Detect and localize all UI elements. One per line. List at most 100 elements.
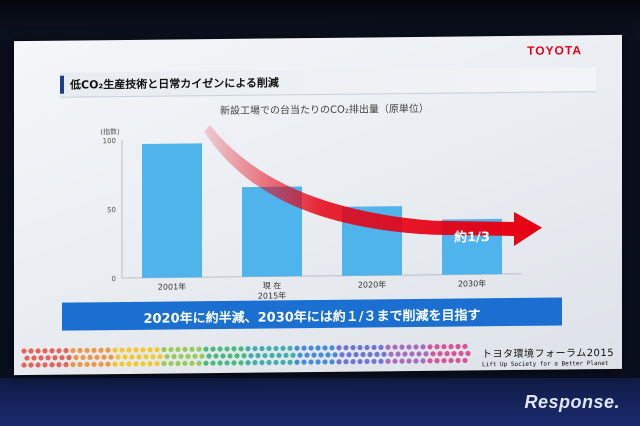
footer-dot: [234, 353, 240, 359]
footer-dot: [115, 354, 121, 360]
bar-1: [142, 143, 202, 278]
footer-dot: [140, 347, 146, 353]
footer-dot: [80, 354, 86, 361]
footer-dot: [269, 352, 275, 359]
footer-dot: [31, 355, 37, 361]
footer-dot: [318, 352, 324, 358]
footer-dot: [126, 361, 132, 367]
footer-dot: [315, 345, 321, 351]
footer-dot: [294, 345, 300, 351]
x-tick-label: 2030年: [458, 278, 486, 288]
footer-dot: [196, 360, 202, 366]
footer-dot: [427, 344, 433, 350]
footer-dot: [56, 348, 62, 354]
footer-dot: [49, 348, 55, 354]
forum-subtitle: Lift Up Society for a Better Planet: [482, 359, 609, 369]
footer-dot: [189, 360, 195, 366]
footer-dot: [238, 360, 244, 366]
footer-dot: [378, 358, 384, 364]
forum-name: トヨタ環境フォーラム2015: [482, 347, 615, 361]
footer-dot: [241, 353, 247, 359]
footer-dot: [56, 362, 62, 368]
footer-dot: [388, 351, 394, 357]
footer-dot: [392, 358, 398, 364]
footer-dot: [336, 345, 342, 351]
footer-dot: [73, 354, 79, 361]
footer-dot: [154, 347, 160, 353]
footer-dot: [42, 362, 48, 368]
footer-dot: [129, 354, 135, 360]
footer-dot: [21, 362, 27, 368]
y-tick-label: 50: [107, 206, 116, 214]
footer-dot: [315, 359, 321, 365]
footer-dot: [262, 352, 268, 359]
footer-dot: [248, 353, 254, 359]
footer-dot: [245, 346, 251, 352]
footer-dot: [420, 344, 426, 350]
footer-dot: [430, 351, 436, 357]
footer-dot: [339, 352, 345, 358]
footer-dot: [35, 348, 41, 354]
footer-dot: [420, 358, 426, 364]
footer-dot: [133, 361, 139, 367]
forum-logo: トヨタ環境フォーラム2015 Lift Up Society for a Bet…: [482, 344, 614, 368]
footer-dot: [238, 346, 244, 352]
footer-dot: [154, 361, 160, 367]
footer-dot: [329, 345, 335, 351]
footer-dot: [213, 353, 219, 359]
footer-dot: [245, 360, 251, 366]
footer-dot: [189, 346, 195, 352]
footer-dot: [63, 348, 69, 354]
footer-dot: [98, 361, 104, 367]
y-axis-label: (指数): [100, 127, 120, 136]
footer-dot: [28, 348, 34, 354]
footer-dot: [350, 345, 356, 351]
footer-dot: [70, 361, 76, 368]
y-tick-label: 100: [103, 137, 116, 145]
footer-dot: [343, 345, 349, 351]
footer-dot: [108, 354, 114, 360]
footer-dot: [217, 360, 223, 366]
footer-dot: [287, 345, 293, 351]
footer-dot: [364, 344, 370, 351]
footer-dot: [192, 353, 198, 359]
footer-dot: [119, 361, 125, 367]
footer-dot: [224, 360, 230, 366]
footer-dot: [371, 358, 377, 365]
footer-dot: [336, 359, 342, 365]
footer-dot: [427, 358, 433, 364]
footer-dot: [385, 344, 391, 350]
footer-dot: [346, 352, 352, 358]
footer-dot: [196, 346, 202, 352]
footer-dot: [406, 358, 412, 364]
footer-icon-strip: [21, 343, 471, 368]
footer-dot: [182, 360, 188, 366]
footer-dot: [28, 362, 34, 368]
footer-dot: [171, 353, 177, 360]
footer-dot: [308, 359, 314, 365]
footer-dot: [283, 352, 289, 358]
footer-dot: [24, 355, 30, 361]
footer-dot: [161, 361, 167, 367]
footer-dot: [161, 347, 167, 353]
footer-dot: [185, 353, 191, 359]
footer-dot: [371, 344, 377, 351]
footer-dot: [378, 344, 384, 350]
footer-dot: [416, 351, 422, 357]
footer-dot: [87, 354, 93, 360]
footer-dot: [94, 354, 100, 360]
presentation-slide: TOYOTA 低CO₂生産技術と日常カイゼンによる削減 新設工場での台当たりのC…: [14, 34, 622, 376]
footer-dot: [465, 350, 471, 357]
footer-dot: [84, 347, 90, 354]
footer-dot: [402, 351, 408, 357]
footer-dot: [441, 344, 447, 350]
footer-dot: [360, 351, 366, 358]
x-tick-label: 2020年: [358, 279, 386, 289]
footer-dot: [199, 353, 205, 359]
footer-dot: [140, 361, 146, 367]
footer-dot: [287, 359, 293, 365]
footer-dot: [455, 343, 461, 350]
footer-dot: [259, 359, 265, 366]
footer-dot: [343, 359, 349, 365]
footer-dot: [252, 360, 258, 366]
